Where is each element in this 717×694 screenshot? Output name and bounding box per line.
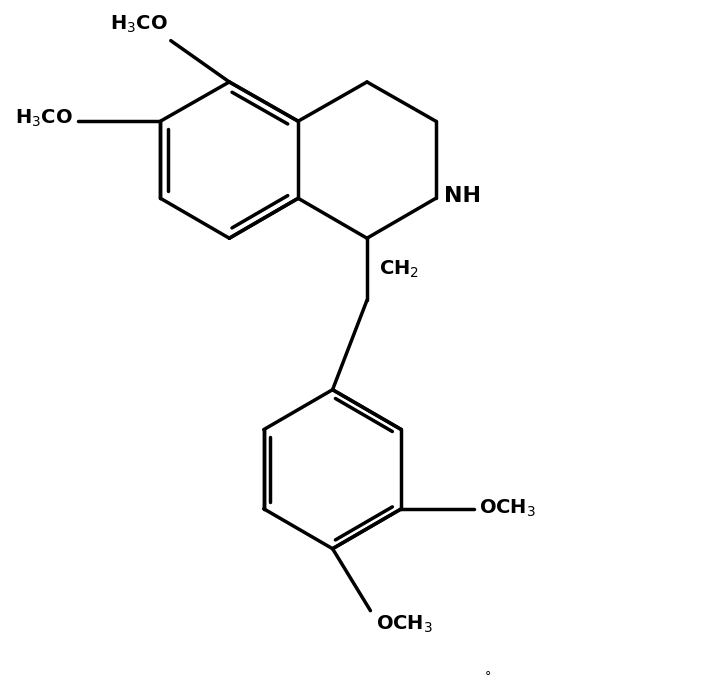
Text: CH$_2$: CH$_2$ [379, 259, 419, 280]
Text: OCH$_3$: OCH$_3$ [376, 614, 433, 636]
Text: °: ° [484, 670, 490, 683]
Text: H$_3$CO: H$_3$CO [14, 108, 72, 129]
Text: H$_3$CO: H$_3$CO [110, 14, 167, 35]
Text: NH: NH [444, 185, 481, 205]
Text: OCH$_3$: OCH$_3$ [479, 498, 536, 519]
